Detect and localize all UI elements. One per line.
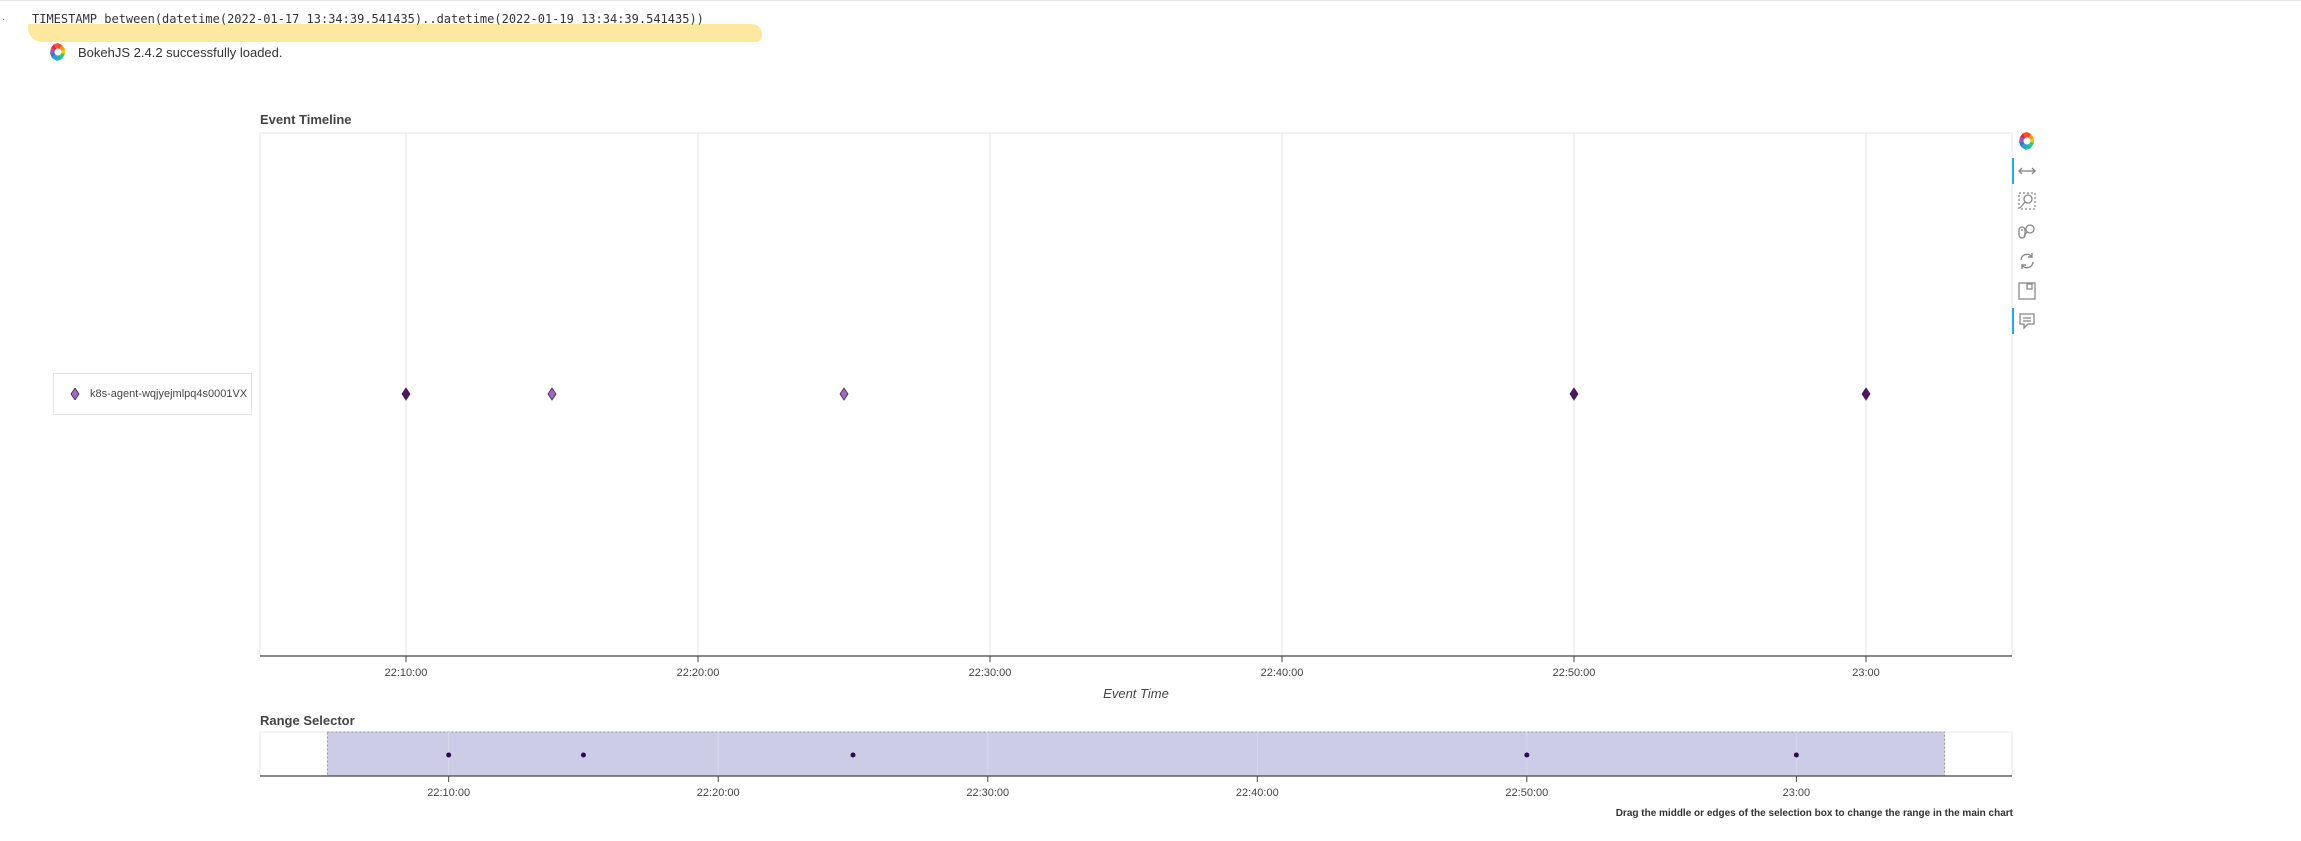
save-icon[interactable] bbox=[2014, 278, 2040, 304]
event-marker[interactable] bbox=[547, 387, 557, 401]
bokeh-status: BokehJS 2.4.2 successfully loaded. bbox=[48, 40, 283, 64]
query-highlight bbox=[28, 24, 762, 42]
main-x-tick-label: 22:40:00 bbox=[1261, 667, 1304, 679]
range-event-marker bbox=[580, 752, 586, 758]
range-x-tick-label: 22:40:00 bbox=[1236, 787, 1279, 799]
event-marker[interactable] bbox=[1569, 387, 1579, 401]
wheel-zoom-icon[interactable] bbox=[2014, 218, 2040, 244]
toolbar bbox=[2012, 128, 2042, 344]
range-event-marker bbox=[1524, 752, 1530, 758]
main-x-tick-label: 23:00 bbox=[1852, 667, 1880, 679]
range-event-marker bbox=[850, 752, 856, 758]
bokeh-status-text: BokehJS 2.4.2 successfully loaded. bbox=[78, 44, 283, 60]
range-x-tick-label: 22:10:00 bbox=[427, 787, 470, 799]
bokeh-logo-icon[interactable] bbox=[2014, 128, 2040, 154]
range-x-tick-label: 22:50:00 bbox=[1505, 787, 1548, 799]
range-event-marker bbox=[1793, 752, 1799, 758]
main-chart-title: Event Timeline bbox=[260, 112, 352, 127]
legend[interactable]: k8s-agent-wqjyejmlpq4s0001VX bbox=[53, 373, 252, 415]
range-selector-hint: Drag the middle or edges of the selectio… bbox=[1615, 808, 2013, 819]
event-marker[interactable] bbox=[839, 387, 849, 401]
top-rule bbox=[0, 0, 2301, 1]
reset-icon[interactable] bbox=[2014, 248, 2040, 274]
range-selection-box[interactable] bbox=[326, 731, 1946, 777]
main-x-tick-label: 22:30:00 bbox=[969, 667, 1012, 679]
x-pan-icon[interactable] bbox=[2012, 158, 2040, 184]
main-plot-frame bbox=[259, 132, 2013, 657]
hover-icon[interactable] bbox=[2012, 308, 2040, 334]
event-marker[interactable] bbox=[1861, 387, 1871, 401]
event-marker[interactable] bbox=[401, 387, 411, 401]
main-x-tick-label: 22:20:00 bbox=[677, 667, 720, 679]
range-x-tick-label: 22:30:00 bbox=[966, 787, 1009, 799]
range-x-tick-label: 22:20:00 bbox=[697, 787, 740, 799]
corner-dot: · bbox=[2, 14, 6, 25]
range-x-tick-label: 23:00 bbox=[1783, 787, 1811, 799]
range-chart-title: Range Selector bbox=[260, 713, 355, 728]
main-x-axis-label: Event Time bbox=[1103, 686, 1169, 701]
range-event-marker bbox=[446, 752, 452, 758]
main-x-tick-label: 22:10:00 bbox=[385, 667, 428, 679]
legend-diamond-icon bbox=[70, 388, 80, 400]
bokeh-logo-icon bbox=[48, 42, 68, 62]
main-x-tick-label: 22:50:00 bbox=[1553, 667, 1596, 679]
legend-entry-label: k8s-agent-wqjyejmlpq4s0001VX bbox=[90, 388, 248, 400]
box-zoom-icon[interactable] bbox=[2014, 188, 2040, 214]
query-text: TIMESTAMP between(datetime(2022-01-17 13… bbox=[32, 12, 704, 26]
